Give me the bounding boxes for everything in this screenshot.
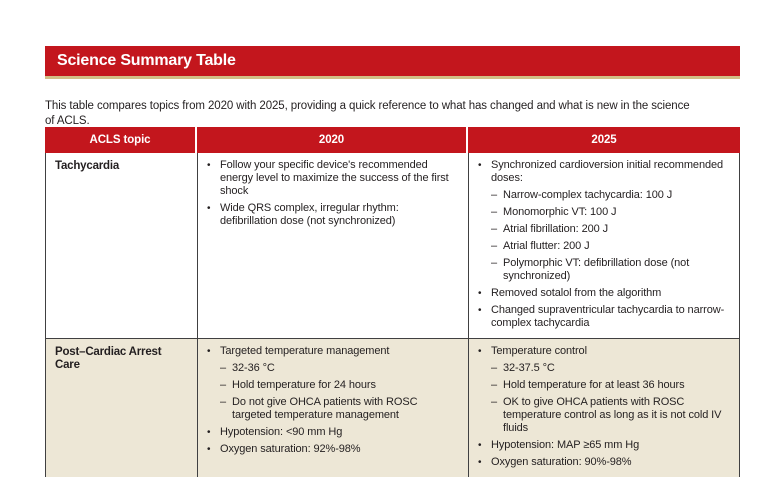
page-title: Science Summary Table	[57, 52, 236, 69]
col-header-2020: 2020	[197, 127, 468, 153]
dash-icon: –	[491, 189, 498, 201]
col-header-acls-topic: ACLS topic	[45, 127, 197, 153]
dash-icon: –	[491, 379, 498, 391]
list-item-text: Narrow-complex tachycardia: 100 J	[503, 189, 673, 201]
bullet-list-item: • Synchronized cardioversion initial reco…	[478, 159, 729, 185]
cell-post-cardiac-arrest-2020: • Targeted temperature management –32-36 °…	[197, 338, 468, 477]
list-item-text: Hold temperature for at least 36 hours	[503, 379, 685, 391]
bullet-icon: •	[478, 288, 482, 299]
bullet-list-item: • Changed supraventricular tachycardia to…	[478, 304, 729, 330]
science-summary-table: ACLS topic 2020 2025 Tachycardia • Follow…	[45, 127, 740, 477]
bullet-icon: •	[207, 427, 211, 438]
list-item-text: Oxygen saturation: 92%-98%	[220, 443, 361, 455]
dash-icon: –	[491, 223, 498, 235]
cell-tachycardia-2020: • Follow your specific device's recommend…	[197, 153, 468, 338]
bullet-icon: •	[207, 160, 211, 171]
list-item-text: Synchronized cardioversion initial recom…	[491, 159, 724, 184]
list-item-text: Atrial fibrillation: 200 J	[503, 223, 609, 235]
dash-list-item: – Polymorphic VT: defibrillation dose (no…	[491, 257, 729, 283]
table-row-post-cardiac-arrest-care: Post–Cardiac Arrest Care • Targeted tempe…	[45, 338, 740, 477]
bullet-icon: •	[478, 305, 482, 316]
bullet-list-item: • Oxygen saturation: 90%-98%	[478, 456, 729, 469]
list-item-text: Hypotension: <90 mm Hg	[220, 426, 343, 438]
dash-list-item: –32-37.5 °C	[491, 362, 729, 375]
bullet-icon: •	[478, 457, 482, 468]
list-item-text: Changed supraventricular tachycardia to …	[491, 304, 725, 329]
dash-icon: –	[491, 362, 498, 374]
table-row-tachycardia: Tachycardia • Follow your specific device…	[45, 153, 740, 338]
bullet-icon: •	[478, 346, 482, 357]
intro-paragraph: This table compares topics from 2020 wit…	[45, 99, 690, 128]
list-item-text: Removed sotalol from the algorithm	[491, 287, 662, 299]
dash-list-item: – Hold temperature for at least 36 hours	[491, 379, 729, 392]
dash-list-item: – Atrial fibrillation: 200 J	[491, 223, 729, 236]
bullet-icon: •	[207, 444, 211, 455]
title-banner: Science Summary Table	[45, 46, 740, 76]
bullet-list-item: • Follow your specific device's recommend…	[207, 159, 458, 198]
list-item-text: OK to give OHCA patients with ROSC tempe…	[503, 396, 722, 434]
bullet-list-item: • Hypotension: <90 mm Hg	[207, 426, 458, 439]
list-item-text: 32-36 °C	[232, 362, 275, 374]
dash-list-item: – Hold temperature for 24 hours	[220, 379, 458, 392]
bullet-list-item: • Oxygen saturation: 92%-98%	[207, 443, 458, 456]
list-item-text: Follow your specific device's recommende…	[220, 159, 449, 197]
dash-list-item: – Atrial flutter: 200 J	[491, 240, 729, 253]
dash-list-item: – Do not give OHCA patients with ROSC tar…	[220, 396, 458, 422]
list-item-text: Monomorphic VT: 100 J	[503, 206, 617, 218]
dash-icon: –	[491, 206, 498, 218]
banner-gold-rule	[45, 76, 740, 79]
list-item-text: Do not give OHCA patients with ROSC targ…	[232, 396, 418, 421]
list-item-text: 32-37.5 °C	[503, 362, 555, 374]
cell-post-cardiac-arrest-2025: • Temperature control –32-37.5 °C – Hold tem…	[468, 338, 740, 477]
bullet-list-item: • Wide QRS complex, irregular rhythm: def…	[207, 202, 458, 228]
bullet-icon: •	[207, 203, 211, 214]
dash-icon: –	[491, 257, 498, 269]
col-header-2025: 2025	[468, 127, 740, 153]
cell-tachycardia-2025: • Synchronized cardioversion initial reco…	[468, 153, 740, 338]
dash-icon: –	[220, 362, 227, 374]
dash-icon: –	[220, 396, 227, 408]
dash-icon: –	[491, 396, 498, 408]
list-item-text: Targeted temperature management	[220, 345, 390, 357]
dash-list-item: – Monomorphic VT: 100 J	[491, 206, 729, 219]
bullet-list-item: • Targeted temperature management	[207, 345, 458, 358]
table-header-row: ACLS topic 2020 2025	[45, 127, 740, 153]
list-item-text: Wide QRS complex, irregular rhythm: defi…	[220, 202, 399, 227]
topic-cell-post-cardiac-arrest-care: Post–Cardiac Arrest Care	[45, 338, 197, 477]
dash-list-item: – Narrow-complex tachycardia: 100 J	[491, 189, 729, 202]
bullet-icon: •	[478, 160, 482, 171]
bullet-icon: •	[207, 346, 211, 357]
dash-icon: –	[491, 240, 498, 252]
dash-list-item: –32-36 °C	[220, 362, 458, 375]
list-item-text: Hold temperature for 24 hours	[232, 379, 376, 391]
list-item-text: Atrial flutter: 200 J	[503, 240, 590, 252]
list-item-text: Polymorphic VT: defibrillation dose (not…	[503, 257, 690, 282]
dash-list-item: – OK to give OHCA patients with ROSC temp…	[491, 396, 729, 435]
list-item-text: Oxygen saturation: 90%-98%	[491, 456, 632, 468]
list-item-text: Temperature control	[491, 345, 587, 357]
dash-icon: –	[220, 379, 227, 391]
topic-cell-tachycardia: Tachycardia	[45, 153, 197, 338]
bullet-list-item: • Temperature control	[478, 345, 729, 358]
bullet-list-item: • Removed sotalol from the algorithm	[478, 287, 729, 300]
